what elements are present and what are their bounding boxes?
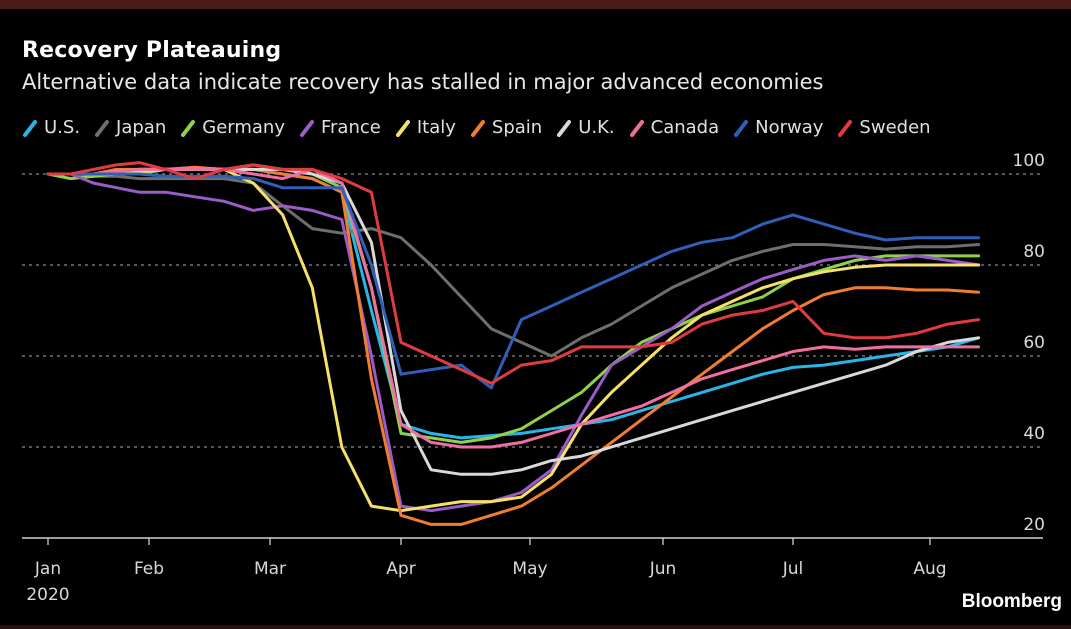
legend-item: Italy <box>395 117 456 138</box>
legend-item: France <box>299 117 381 138</box>
x-tick-label: Mar <box>254 559 286 579</box>
legend-label: France <box>320 117 381 138</box>
x-tick-label: Jul <box>782 559 804 579</box>
x-tick-label: Jan <box>34 559 61 579</box>
legend-item: Japan <box>94 117 166 138</box>
legend-item: Sweden <box>837 117 931 138</box>
y-tick-label: 40 <box>1023 424 1045 444</box>
legend-swatch-icon <box>470 119 485 137</box>
legend-swatch-icon <box>23 119 37 137</box>
legend-label: U.K. <box>578 117 615 138</box>
legend-label: Sweden <box>859 117 931 138</box>
legend-swatch-icon <box>734 119 749 137</box>
top-accent-bar <box>0 0 1071 9</box>
series-line-germany <box>46 163 981 444</box>
y-tick-label: 80 <box>1023 242 1045 262</box>
legend: U.S. Japan Germany France Italy Spain U.K. Cana… <box>22 117 945 138</box>
legend-item: U.S. <box>22 117 80 138</box>
y-tick-label: 100 <box>1013 151 1045 171</box>
series-line-canada <box>46 167 981 449</box>
chart-title: Recovery Plateauing <box>22 38 282 63</box>
chart-subtitle: Alternative data indicate recovery has s… <box>22 70 824 94</box>
x-tick-label: Aug <box>913 559 946 579</box>
legend-label: Italy <box>416 117 456 138</box>
legend-item: Norway <box>733 117 823 138</box>
series-line-u-k <box>46 167 981 476</box>
y-tick-label: 60 <box>1023 333 1045 353</box>
series-line-u-s <box>46 167 981 440</box>
series-line-france <box>46 172 981 513</box>
source-logo: Bloomberg <box>961 591 1062 612</box>
legend-item: Canada <box>629 117 720 138</box>
x-tick-label: May <box>512 559 547 579</box>
bottom-accent-bar <box>0 625 1071 629</box>
y-tick-label: 20 <box>1023 515 1045 535</box>
legend-label: U.S. <box>44 117 81 138</box>
series-line-norway <box>46 172 981 390</box>
legend-item: Germany <box>180 117 285 138</box>
legend-item: U.K. <box>556 117 615 138</box>
legend-swatch-icon <box>838 119 853 137</box>
x-tick-year-label: 2020 <box>26 585 69 605</box>
legend-label: Norway <box>755 117 824 138</box>
series-line-japan <box>46 172 981 358</box>
legend-swatch-icon <box>181 119 196 137</box>
x-tick-label: Apr <box>386 559 415 579</box>
legend-swatch-icon <box>557 119 572 137</box>
legend-swatch-icon <box>299 119 314 137</box>
series-line-sweden <box>46 161 981 385</box>
x-tick-label: Jun <box>649 559 677 579</box>
legend-swatch-icon <box>95 119 110 137</box>
legend-label: Japan <box>116 117 167 138</box>
x-tick-label: Feb <box>134 559 164 579</box>
legend-label: Spain <box>491 117 543 138</box>
legend-swatch-icon <box>395 119 410 137</box>
legend-swatch-icon <box>629 119 644 137</box>
legend-item: Spain <box>470 117 542 138</box>
legend-label: Canada <box>650 117 720 138</box>
legend-label: Germany <box>202 117 285 138</box>
